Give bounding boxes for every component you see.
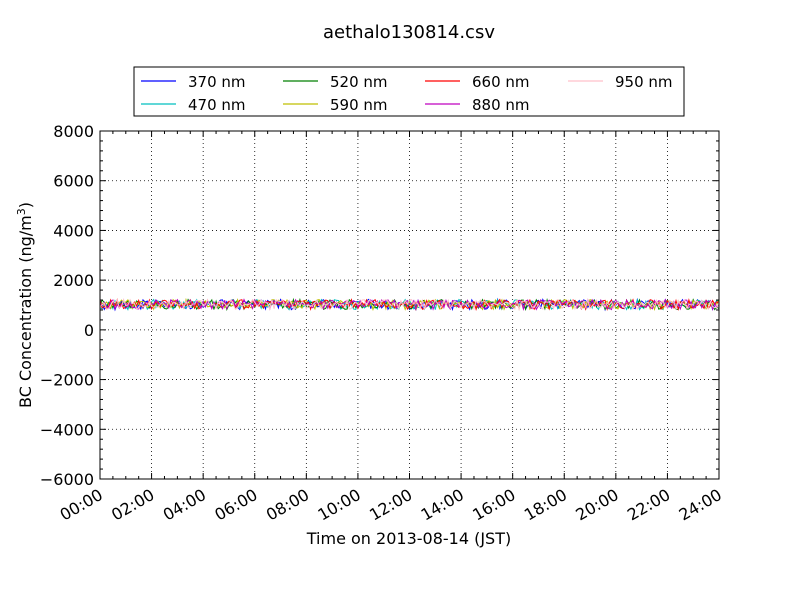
legend-label: 370 nm <box>188 73 246 91</box>
legend-entry: 950 nm <box>568 73 673 91</box>
x-tick-label: 06:00 <box>211 485 260 525</box>
legend: 370 nm 470 nm 520 nm 590 nm 660 nm 880 nm 950 … <box>133 66 685 117</box>
y-tick-label: −2000 <box>40 371 94 390</box>
y-tick-label: −6000 <box>40 470 94 489</box>
y-tick-label: 8000 <box>53 122 94 141</box>
legend-label: 590 nm <box>330 96 388 114</box>
x-tick-label: 18:00 <box>521 485 570 525</box>
y-tick-label: −4000 <box>40 420 94 439</box>
x-tick-label: 02:00 <box>108 485 157 525</box>
x-axis-label: Time on 2013-08-14 (JST) <box>306 529 511 548</box>
legend-label: 880 nm <box>472 96 530 114</box>
y-axis-label-end: ) <box>16 202 35 208</box>
legend-label: 470 nm <box>188 96 246 114</box>
ticks: −6000 −4000 −2000 0 2000 4000 6000 8000 00:00 02:… <box>40 122 725 525</box>
x-tick-label: 08:00 <box>263 485 312 525</box>
y-tick-label: 6000 <box>53 172 94 191</box>
y-axis-label-sup: 3 <box>15 208 28 215</box>
y-axis-label-main: BC Concentration (ng/m <box>16 215 35 408</box>
x-tick-label: 22:00 <box>624 485 673 525</box>
legend-entry: 520 nm <box>283 73 388 91</box>
legend-label: 520 nm <box>330 73 388 91</box>
x-tick-label: 20:00 <box>572 485 621 525</box>
legend-entry: 880 nm <box>425 96 530 114</box>
x-tick-label: 04:00 <box>160 485 209 525</box>
legend-entry: 470 nm <box>141 96 246 114</box>
legend-entry: 660 nm <box>425 73 530 91</box>
legend-box <box>133 66 685 117</box>
chart-title: aethalo130814.csv <box>323 22 495 43</box>
x-tick-label: 12:00 <box>366 485 415 525</box>
y-tick-label: 2000 <box>53 271 94 290</box>
series-group <box>100 297 719 312</box>
y-tick-label: 4000 <box>53 221 94 240</box>
legend-entry: 370 nm <box>141 73 246 91</box>
x-tick-label: 10:00 <box>314 485 363 525</box>
legend-label: 950 nm <box>615 73 673 91</box>
y-axis-label: BC Concentration (ng/m3) <box>15 202 36 408</box>
series-line-950-nm <box>100 298 719 312</box>
x-tick-label: 16:00 <box>469 485 518 525</box>
legend-entry: 590 nm <box>283 96 388 114</box>
x-tick-label: 14:00 <box>418 485 467 525</box>
x-tick-label: 00:00 <box>57 485 106 525</box>
legend-label: 660 nm <box>472 73 530 91</box>
y-tick-label: 0 <box>84 321 94 340</box>
x-tick-label: 24:00 <box>676 485 725 525</box>
series-line-880-nm <box>100 298 719 311</box>
plot-area: −6000 −4000 −2000 0 2000 4000 6000 8000 00:00 02:… <box>40 122 725 525</box>
